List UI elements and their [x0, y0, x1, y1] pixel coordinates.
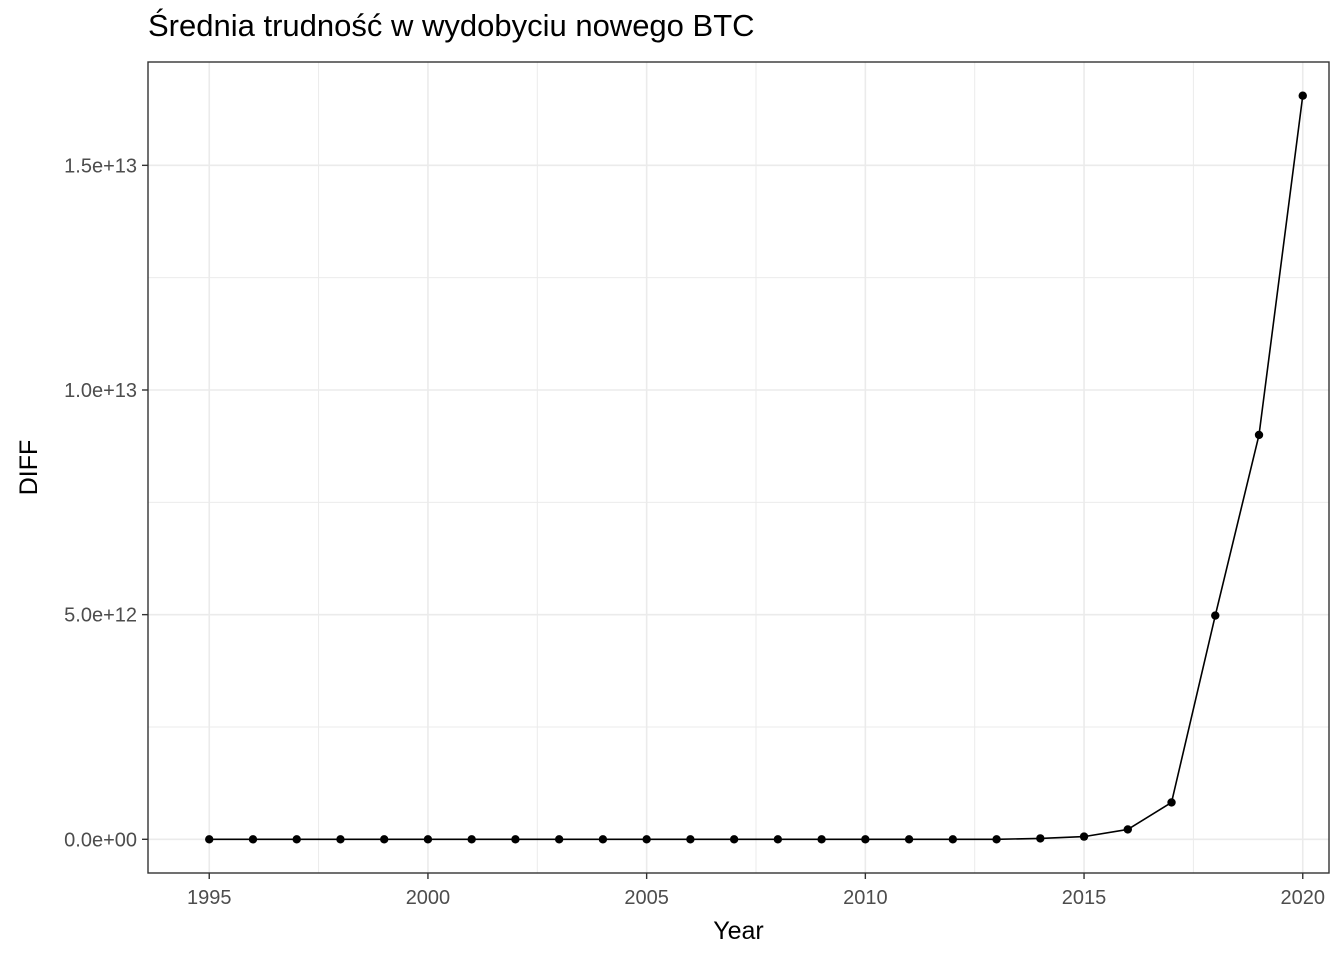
- x-tick-label: 2010: [843, 887, 888, 909]
- major-gridlines: [148, 62, 1329, 873]
- data-point: [511, 835, 520, 844]
- series-line: [209, 95, 1304, 841]
- x-tick-label: 2015: [1062, 887, 1107, 909]
- data-point: [467, 835, 476, 844]
- data-point: [904, 835, 914, 844]
- data-point: [1298, 91, 1307, 100]
- data-point: [205, 835, 214, 844]
- x-tick-label: 2020: [1281, 887, 1326, 909]
- data-point: [1123, 825, 1132, 834]
- y-tick-label: 0.0e+00: [64, 829, 137, 851]
- x-tick-label: 2000: [406, 887, 451, 909]
- series-layer: [205, 91, 1307, 844]
- x-tick-label: 1995: [187, 887, 232, 909]
- x-tick-label: 2005: [624, 887, 669, 909]
- data-point: [729, 835, 739, 844]
- y-tick-label: 5.0e+12: [64, 605, 137, 627]
- data-point: [380, 835, 389, 844]
- data-point: [598, 835, 608, 844]
- data-point: [292, 835, 301, 844]
- data-point: [992, 835, 1001, 844]
- data-point: [554, 835, 564, 844]
- data-point: [861, 835, 870, 844]
- chart-title: Średnia trudność w wydobyciu nowego BTC: [148, 8, 755, 43]
- data-point: [1036, 834, 1045, 843]
- x-axis-ticks: 1995 2000 2005 2010 2015 2020: [187, 873, 1325, 909]
- data-point: [336, 835, 345, 844]
- y-axis-title: DIFF: [15, 440, 43, 496]
- data-point: [948, 835, 958, 844]
- data-point: [248, 835, 258, 844]
- x-axis-title: Year: [713, 917, 764, 945]
- y-axis-ticks: 0.0e+00 5.0e+12 1.0e+13 1.5e+13: [64, 155, 148, 851]
- y-tick-label: 1.5e+13: [64, 155, 137, 177]
- data-point: [1079, 832, 1089, 841]
- data-point: [642, 835, 651, 844]
- data-point: [1254, 430, 1264, 440]
- data-point: [1211, 611, 1220, 620]
- data-point: [817, 835, 826, 844]
- minor-gridlines: [148, 62, 1329, 873]
- data-point: [1167, 798, 1176, 807]
- data-point: [423, 835, 433, 844]
- data-point: [686, 835, 695, 844]
- data-point: [773, 835, 783, 844]
- y-tick-label: 1.0e+13: [64, 380, 137, 402]
- panel-border: [147, 61, 1330, 874]
